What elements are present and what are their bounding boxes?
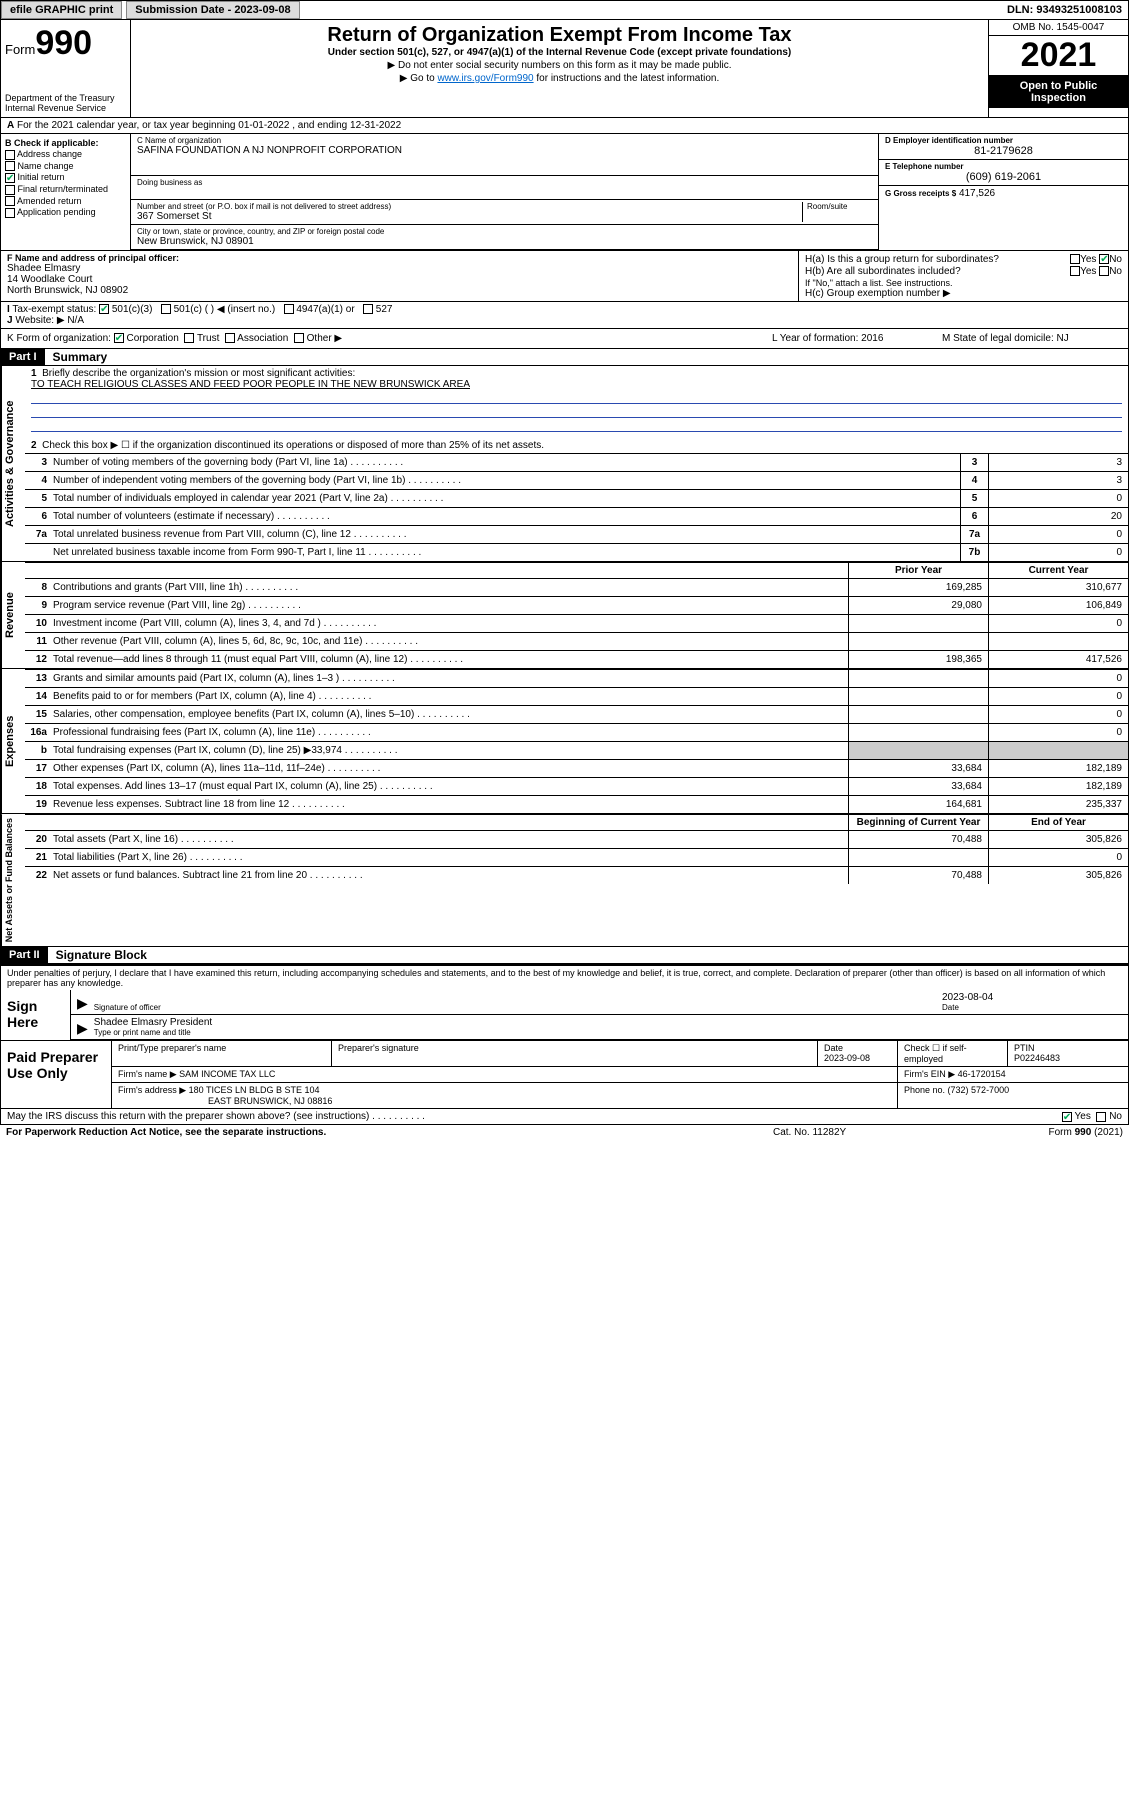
summary-line: 22Net assets or fund balances. Subtract …: [25, 866, 1128, 884]
vtab-activities: Activities & Governance: [1, 366, 25, 561]
summary-line: 15Salaries, other compensation, employee…: [25, 705, 1128, 723]
checkbox-hb-no[interactable]: [1099, 266, 1109, 276]
part1-header: Part I Summary: [0, 349, 1129, 366]
checkbox-discuss-no[interactable]: [1096, 1112, 1106, 1122]
summary-line: 3Number of voting members of the governi…: [25, 453, 1128, 471]
form-number: Form990: [5, 24, 126, 63]
form-title: Return of Organization Exempt From Incom…: [135, 24, 984, 47]
checkbox-hb-yes[interactable]: [1070, 266, 1080, 276]
checkbox-discuss-yes[interactable]: [1062, 1112, 1072, 1122]
instructions-link[interactable]: www.irs.gov/Form990: [437, 73, 533, 84]
summary-line: 12Total revenue—add lines 8 through 11 (…: [25, 650, 1128, 668]
row-a-tax-year: A For the 2021 calendar year, or tax yea…: [0, 118, 1129, 134]
summary-line: 20Total assets (Part X, line 16) 70,4883…: [25, 830, 1128, 848]
summary-line: 13Grants and similar amounts paid (Part …: [25, 669, 1128, 687]
form-header: Form990 Department of the Treasury Inter…: [0, 20, 1129, 118]
checkbox-initial-return[interactable]: [5, 173, 15, 183]
summary-line: Net unrelated business taxable income fr…: [25, 543, 1128, 561]
city-block: City or town, state or province, country…: [131, 225, 878, 250]
section-f-officer: F Name and address of principal officer:…: [1, 251, 798, 301]
section-fh: F Name and address of principal officer:…: [0, 251, 1129, 302]
checkbox-name-change[interactable]: [5, 161, 15, 171]
discuss-with-preparer-row: May the IRS discuss this return with the…: [0, 1109, 1129, 1125]
checkbox-trust[interactable]: [184, 333, 194, 343]
section-h-group: H(a) Is this a group return for subordin…: [798, 251, 1128, 301]
summary-line: 4Number of independent voting members of…: [25, 471, 1128, 489]
street-block: Number and street (or P.O. box if mail i…: [131, 200, 878, 225]
checkbox-other[interactable]: [294, 333, 304, 343]
irs-label: Internal Revenue Service: [5, 103, 126, 113]
checkbox-amended-return[interactable]: [5, 196, 15, 206]
org-name-block: C Name of organization SAFINA FOUNDATION…: [131, 134, 878, 176]
row-k-org-form: K Form of organization: Corporation Trus…: [0, 329, 1129, 349]
omb-number: OMB No. 1545-0047: [989, 20, 1128, 36]
row-i-tax-status: I Tax-exempt status: 501(c)(3) 501(c) ( …: [0, 302, 1129, 329]
section-bcd: B Check if applicable: Address change Na…: [0, 134, 1129, 251]
section-expenses: Expenses 13Grants and similar amounts pa…: [0, 669, 1129, 814]
name-arrow-icon: ▶: [77, 1020, 88, 1037]
summary-line: 10Investment income (Part VIII, column (…: [25, 614, 1128, 632]
checkbox-527[interactable]: [363, 304, 373, 314]
vtab-expenses: Expenses: [1, 669, 25, 813]
section-activities-governance: Activities & Governance 1 Briefly descri…: [0, 366, 1129, 562]
summary-line: 11Other revenue (Part VIII, column (A), …: [25, 632, 1128, 650]
page-footer: For Paperwork Reduction Act Notice, see …: [0, 1125, 1129, 1140]
summary-line: 17Other expenses (Part IX, column (A), l…: [25, 759, 1128, 777]
summary-line: 7aTotal unrelated business revenue from …: [25, 525, 1128, 543]
sign-here-label: Sign Here: [1, 990, 71, 1040]
summary-line: 18Total expenses. Add lines 13–17 (must …: [25, 777, 1128, 795]
signature-arrow-icon: ▶: [77, 995, 88, 1012]
checkbox-address-change[interactable]: [5, 150, 15, 160]
efile-print-button[interactable]: efile GRAPHIC print: [1, 1, 122, 19]
mission-text: TO TEACH RELIGIOUS CLASSES AND FEED POOR…: [31, 379, 1122, 390]
form-subtitle: Under section 501(c), 527, or 4947(a)(1)…: [135, 47, 984, 58]
dln-label: DLN: 93493251008103: [1007, 4, 1128, 16]
part2-header: Part II Signature Block: [0, 947, 1129, 964]
paid-preparer-block: Paid Preparer Use Only Print/Type prepar…: [0, 1041, 1129, 1109]
summary-line: 8Contributions and grants (Part VIII, li…: [25, 578, 1128, 596]
section-d: D Employer identification number 81-2179…: [878, 134, 1128, 250]
top-toolbar: efile GRAPHIC print Submission Date - 20…: [0, 0, 1129, 20]
ssn-note: ▶ Do not enter social security numbers o…: [135, 60, 984, 71]
section-b-checkboxes: B Check if applicable: Address change Na…: [1, 134, 131, 250]
section-net-assets: Net Assets or Fund Balances Beginning of…: [0, 814, 1129, 947]
checkbox-corporation[interactable]: [114, 333, 124, 343]
checkbox-final-return[interactable]: [5, 185, 15, 195]
section-revenue: Revenue Prior YearCurrent Year 8Contribu…: [0, 562, 1129, 669]
dept-label: Department of the Treasury: [5, 93, 126, 103]
checkbox-501c[interactable]: [161, 304, 171, 314]
summary-line: 16aProfessional fundraising fees (Part I…: [25, 723, 1128, 741]
dba-block: Doing business as: [131, 176, 878, 200]
summary-line: 14Benefits paid to or for members (Part …: [25, 687, 1128, 705]
summary-line: bTotal fundraising expenses (Part IX, co…: [25, 741, 1128, 759]
summary-line: 9Program service revenue (Part VIII, lin…: [25, 596, 1128, 614]
summary-line: 6Total number of volunteers (estimate if…: [25, 507, 1128, 525]
checkbox-501c3[interactable]: [99, 304, 109, 314]
tax-year: 2021: [989, 36, 1128, 76]
summary-line: 21Total liabilities (Part X, line 26) 0: [25, 848, 1128, 866]
signature-block: Under penalties of perjury, I declare th…: [0, 964, 1129, 1041]
vtab-net-assets: Net Assets or Fund Balances: [1, 814, 25, 946]
checkbox-association[interactable]: [225, 333, 235, 343]
public-inspection-badge: Open to Public Inspection: [989, 76, 1128, 108]
summary-line: 5Total number of individuals employed in…: [25, 489, 1128, 507]
instructions-link-line: ▶ Go to www.irs.gov/Form990 for instruct…: [135, 73, 984, 84]
checkbox-application-pending[interactable]: [5, 208, 15, 218]
checkbox-ha-no[interactable]: [1099, 254, 1109, 264]
summary-line: 19Revenue less expenses. Subtract line 1…: [25, 795, 1128, 813]
checkbox-4947[interactable]: [284, 304, 294, 314]
submission-date-button[interactable]: Submission Date - 2023-09-08: [126, 1, 299, 19]
checkbox-ha-yes[interactable]: [1070, 254, 1080, 264]
vtab-revenue: Revenue: [1, 562, 25, 668]
